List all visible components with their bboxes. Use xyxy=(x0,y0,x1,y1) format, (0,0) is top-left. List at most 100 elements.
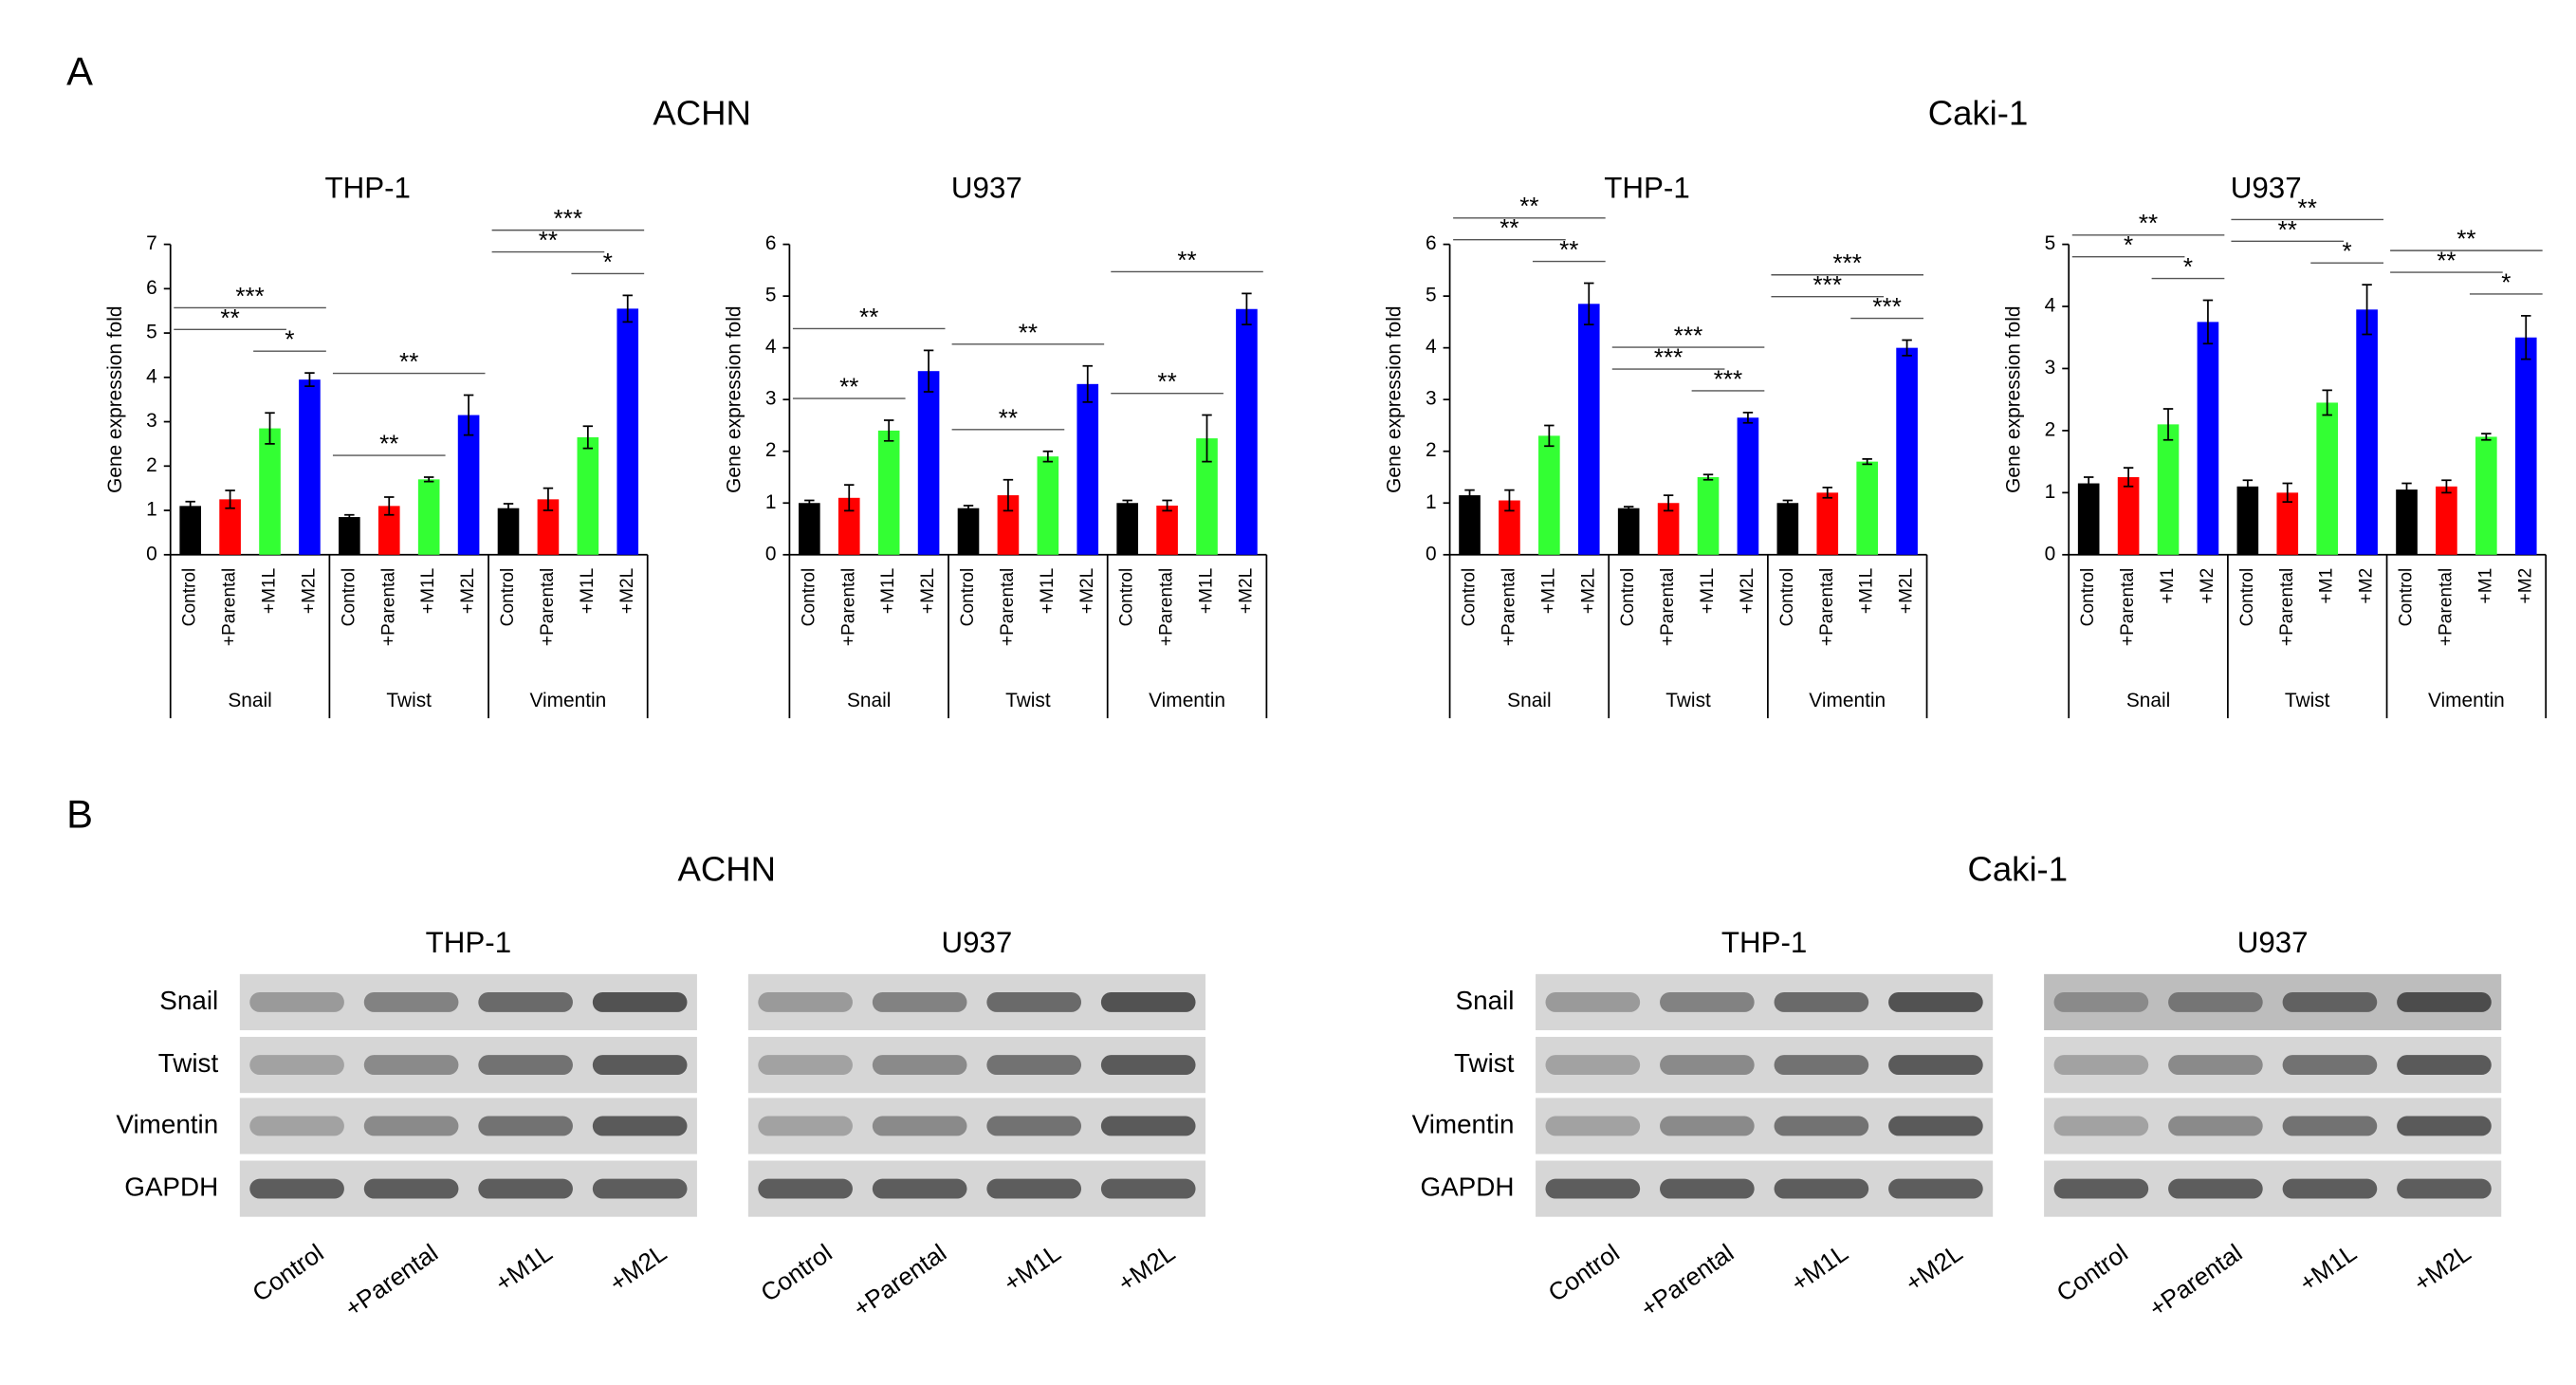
significance-label: ** xyxy=(1157,367,1176,396)
x-tick-label: +M1 xyxy=(2317,568,2337,604)
error-bar xyxy=(2401,482,2412,497)
y-tick-label: 4 xyxy=(2045,295,2056,317)
error-bar xyxy=(463,394,474,436)
lane-label: +Parental xyxy=(1635,1238,1739,1322)
bar xyxy=(1156,505,1178,555)
blot-title: U937 xyxy=(2237,926,2309,959)
error-bar xyxy=(582,425,594,450)
blot-title: THP-1 xyxy=(426,926,511,959)
lane-label: +M1L xyxy=(998,1238,1065,1297)
significance-label: * xyxy=(2183,252,2193,281)
y-axis-label: Gene expression fold xyxy=(104,306,126,493)
group-label: Vimentin xyxy=(529,690,606,711)
blot-band xyxy=(2053,1055,2149,1076)
x-tick-label: Control xyxy=(498,568,518,627)
x-tick-label: +M1 xyxy=(2158,568,2178,604)
bar xyxy=(1577,304,1600,555)
cell-line-header: Caki-1 xyxy=(1928,93,2029,132)
error-bar xyxy=(2162,408,2174,441)
bar xyxy=(837,497,860,555)
x-tick-label: Control xyxy=(2237,568,2257,627)
blot-band xyxy=(1660,991,1755,1012)
bar xyxy=(457,415,480,555)
significance-label: ** xyxy=(1019,318,1038,346)
error-bar xyxy=(963,505,974,512)
significance-label: ** xyxy=(1519,192,1538,220)
group-label: Twist xyxy=(1005,690,1051,711)
blot-band xyxy=(1660,1055,1755,1076)
x-tick-label: Control xyxy=(958,568,978,627)
x-tick-label: +M1L xyxy=(1197,568,1217,614)
x-tick-label: +Parental xyxy=(2436,568,2456,646)
bar xyxy=(2077,483,2100,555)
blot-row-label: GAPDH xyxy=(1420,1172,1514,1201)
error-bar xyxy=(622,294,633,323)
lane-label: +Parental xyxy=(340,1238,443,1322)
blot-band xyxy=(758,991,853,1012)
significance-label: ** xyxy=(859,303,878,331)
error-bar xyxy=(185,500,195,511)
bar xyxy=(1538,435,1560,555)
x-tick-label: Control xyxy=(2397,568,2417,627)
bar xyxy=(2157,424,2180,555)
y-tick-label: 3 xyxy=(146,410,157,432)
error-bar xyxy=(1504,489,1515,512)
blot-band xyxy=(2053,1178,2149,1199)
blot-band xyxy=(249,991,344,1012)
x-tick-label: +Parental xyxy=(2277,568,2297,646)
group-label: Vimentin xyxy=(2428,690,2505,711)
bar xyxy=(2117,476,2140,555)
blot-band xyxy=(2397,1178,2492,1199)
group-label: Snail xyxy=(1507,690,1551,711)
bar xyxy=(2197,322,2219,555)
error-bar xyxy=(923,349,934,393)
significance-label: ** xyxy=(2456,225,2475,253)
group-label: Snail xyxy=(847,690,891,711)
y-tick-label: 6 xyxy=(1426,232,1437,254)
bar xyxy=(377,506,400,555)
blot-band xyxy=(363,1055,459,1076)
blot-band xyxy=(2168,991,2263,1012)
chart-title: THP-1 xyxy=(324,171,410,204)
x-tick-label: +M1L xyxy=(1857,568,1877,614)
significance-label: *** xyxy=(235,282,264,310)
x-tick-label: Control xyxy=(1117,568,1137,627)
error-bar xyxy=(1082,364,1093,403)
blot-band xyxy=(1774,1055,1869,1076)
significance-label: ** xyxy=(399,347,418,376)
error-bar xyxy=(844,484,855,512)
blot-band xyxy=(592,1055,688,1076)
panel-letter: A xyxy=(66,48,93,93)
x-tick-label: +M2 xyxy=(2198,568,2217,604)
bar xyxy=(259,428,281,555)
bar xyxy=(2475,436,2497,555)
x-tick-label: +M2L xyxy=(299,568,319,614)
y-tick-label: 7 xyxy=(146,232,157,254)
y-tick-label: 3 xyxy=(2045,357,2056,379)
significance-label: * xyxy=(2343,237,2352,266)
x-tick-label: Control xyxy=(1777,568,1797,627)
x-tick-label: +M2L xyxy=(1897,568,1917,614)
blot-band xyxy=(592,991,688,1012)
y-tick-label: 5 xyxy=(146,322,157,343)
x-tick-label: Control xyxy=(180,568,200,627)
blot-band xyxy=(758,1178,853,1199)
blot-band xyxy=(592,1116,688,1136)
bar xyxy=(997,495,1020,555)
x-tick-label: +M2L xyxy=(1738,568,1757,614)
blot-band xyxy=(1888,1116,1983,1136)
blot-band xyxy=(1545,1178,1641,1199)
error-bar xyxy=(1544,424,1555,448)
bar xyxy=(1776,503,1799,555)
bar xyxy=(179,506,201,555)
blot-band xyxy=(1545,1055,1641,1076)
cell-line-header: Caki-1 xyxy=(1967,850,2068,889)
error-bar xyxy=(2322,389,2332,416)
bar xyxy=(1236,308,1258,555)
x-tick-label: +Parental xyxy=(538,568,558,646)
bar xyxy=(957,508,980,555)
blot-band xyxy=(1545,991,1641,1012)
significance-label: ** xyxy=(839,373,858,401)
